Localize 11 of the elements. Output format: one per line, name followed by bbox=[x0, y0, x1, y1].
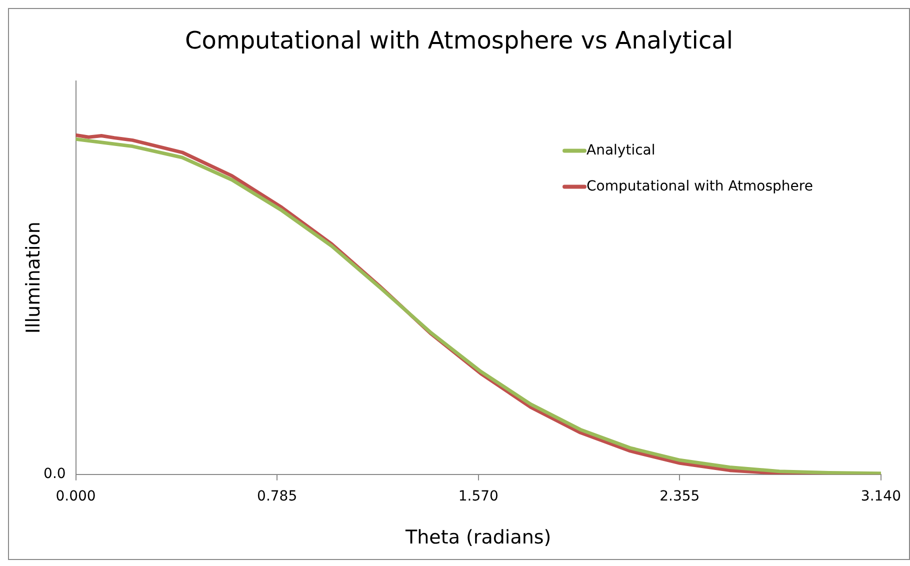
x-tick-label: 2.355 bbox=[660, 488, 700, 504]
text: 0.0 bbox=[44, 466, 66, 482]
x-axis-title: Theta (radians) bbox=[404, 526, 552, 549]
y-axis-title: Illumination bbox=[22, 222, 44, 334]
x-tick-label: 0.785 bbox=[257, 488, 298, 504]
legend-label: Analytical bbox=[586, 142, 656, 158]
x-tick-label: 1.570 bbox=[458, 488, 498, 504]
x-tick-label: 0.000 bbox=[56, 488, 96, 504]
legend-label: Computational with Atmosphere bbox=[586, 178, 813, 194]
chart-title: Computational with Atmosphere vs Analytical bbox=[184, 26, 734, 55]
x-tick-label: 3.140 bbox=[860, 488, 902, 504]
